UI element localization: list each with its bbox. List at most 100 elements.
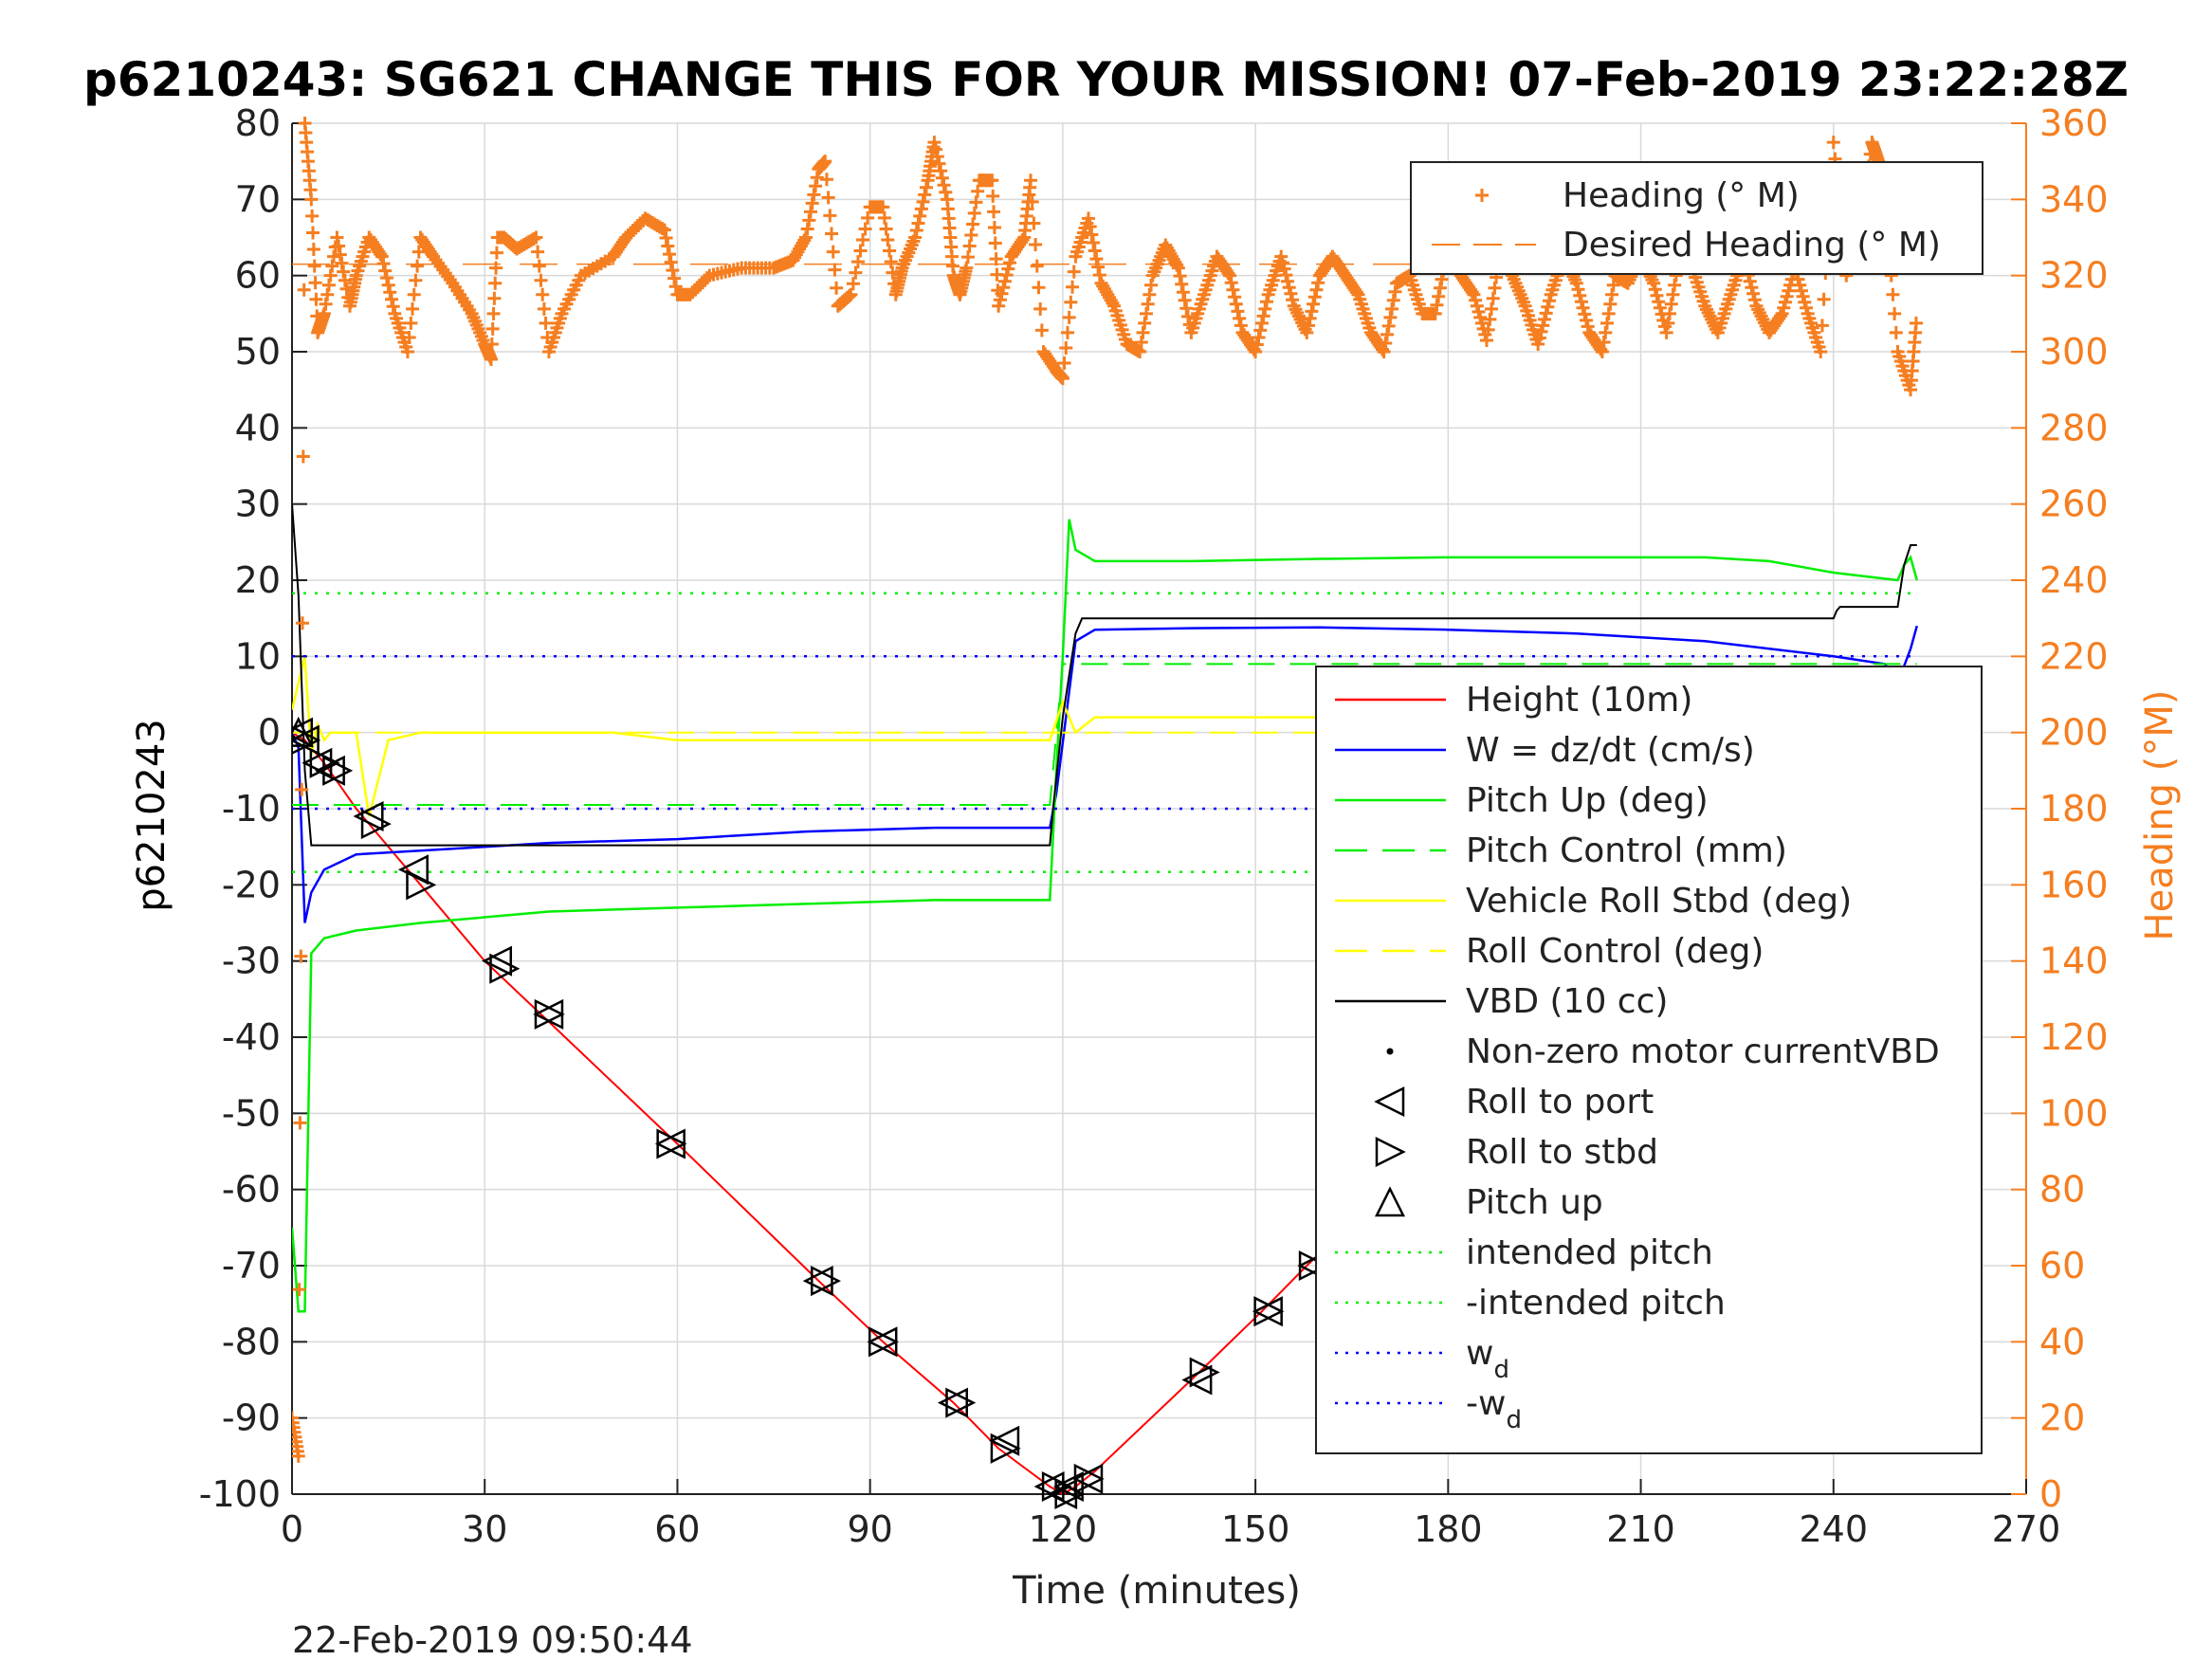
y-tick-label-right: 300 xyxy=(2039,331,2109,373)
heading-point xyxy=(1379,336,1393,350)
heading-point xyxy=(1178,293,1192,307)
heading-point xyxy=(1532,331,1546,345)
heading-point xyxy=(1428,306,1442,320)
heading-point xyxy=(1909,316,1923,330)
heading-point xyxy=(386,300,400,314)
heading-point xyxy=(296,616,310,630)
legend-main-label: Roll Control (deg) xyxy=(1466,932,1764,971)
heading-point xyxy=(1027,216,1041,230)
heading-point xyxy=(807,188,821,202)
legend-main-subscript: d xyxy=(1506,1406,1522,1434)
legend-main-label: W = dz/dt (cm/s) xyxy=(1466,731,1755,770)
heading-point xyxy=(1576,301,1590,315)
roll-to-stbd-marker xyxy=(1073,1463,1105,1494)
heading-point xyxy=(1600,316,1614,330)
heading-point xyxy=(1605,287,1619,301)
chart-title: p6210243: SG621 CHANGE THIS FOR YOUR MIS… xyxy=(83,52,2129,107)
heading-point xyxy=(937,178,951,192)
heading-point xyxy=(1092,268,1106,283)
heading-point xyxy=(1309,283,1324,297)
y-tick-label-left: -20 xyxy=(222,864,281,905)
heading-point xyxy=(1259,295,1273,309)
roll-to-port-marker xyxy=(1252,1296,1283,1327)
heading-point xyxy=(1143,287,1157,301)
y-axis-label-left: p6210243 xyxy=(130,719,174,912)
heading-point xyxy=(323,268,338,283)
heading-point xyxy=(1139,306,1153,320)
heading-point xyxy=(1136,325,1150,339)
y-tick-label-left: -10 xyxy=(222,788,281,830)
heading-point xyxy=(1171,261,1185,275)
heading-point xyxy=(295,782,309,796)
heading-point xyxy=(856,233,870,247)
heading-point xyxy=(1537,312,1551,326)
heading-point xyxy=(1486,291,1500,305)
heading-point xyxy=(1668,278,1682,292)
heading-point xyxy=(489,246,503,260)
heading-point xyxy=(876,200,890,214)
heading-point xyxy=(304,192,319,207)
heading-point xyxy=(1773,309,1787,323)
y-tick-label-left: -50 xyxy=(222,1092,281,1134)
heading-point xyxy=(321,278,336,292)
heading-point xyxy=(1481,322,1495,337)
legend-main-swatch xyxy=(1374,1186,1406,1217)
heading-point xyxy=(911,216,925,230)
heading-point xyxy=(1284,286,1298,301)
heading-point xyxy=(1599,325,1613,339)
heading-point xyxy=(1057,356,1071,371)
roll-to-stbd-marker xyxy=(1253,1296,1285,1327)
heading-point xyxy=(861,210,875,225)
heading-point xyxy=(296,449,310,464)
heading-point xyxy=(1574,295,1588,309)
heading-point xyxy=(987,205,1001,219)
y-tick-label-left: -60 xyxy=(222,1169,281,1211)
heading-point xyxy=(1485,301,1499,316)
heading-point xyxy=(1653,301,1667,315)
heading-point xyxy=(1606,278,1620,292)
roll-to-stbd-marker xyxy=(868,1326,900,1358)
heading-point xyxy=(539,316,553,330)
heading-point xyxy=(1826,136,1840,150)
heading-point xyxy=(1179,301,1194,316)
heading-point xyxy=(317,306,331,320)
heading-point xyxy=(406,301,420,316)
legend-main-label: Pitch up xyxy=(1466,1183,1603,1222)
x-tick-label: 180 xyxy=(1414,1508,1483,1550)
y-tick-label-right: 220 xyxy=(2039,635,2109,677)
heading-point xyxy=(655,221,669,235)
x-tick-label: 270 xyxy=(1992,1508,2061,1550)
heading-point xyxy=(1144,278,1159,292)
heading-point xyxy=(999,268,1014,283)
heading-point xyxy=(819,173,833,187)
legend-main-swatch xyxy=(1386,1048,1394,1055)
heading-point xyxy=(908,230,923,245)
heading-point xyxy=(1088,244,1102,258)
heading-point xyxy=(1581,319,1595,334)
heading-point xyxy=(309,292,323,306)
roll-to-stbd-marker xyxy=(945,1387,977,1418)
x-tick-label: 0 xyxy=(281,1508,303,1550)
heading-point xyxy=(802,213,816,228)
heading-point xyxy=(996,281,1011,295)
heading-point xyxy=(1432,289,1446,303)
heading-point xyxy=(375,249,389,264)
heading-point xyxy=(846,277,860,291)
heading-point xyxy=(402,330,416,344)
heading-point xyxy=(384,292,398,306)
series-line-vbd-10-cc- xyxy=(292,503,1917,847)
heading-point xyxy=(1173,269,1187,283)
heading-point xyxy=(1180,309,1195,323)
y-tick-label-left: -30 xyxy=(222,940,281,982)
heading-point xyxy=(914,202,928,216)
heading-point xyxy=(1229,297,1243,311)
heading-point xyxy=(828,263,842,277)
heading-point xyxy=(1029,238,1043,252)
heading-point xyxy=(830,281,844,295)
heading-point xyxy=(297,283,311,297)
heading-point xyxy=(1435,272,1449,286)
heading-point xyxy=(1226,283,1240,297)
roll-to-stbd-marker xyxy=(656,1128,687,1159)
